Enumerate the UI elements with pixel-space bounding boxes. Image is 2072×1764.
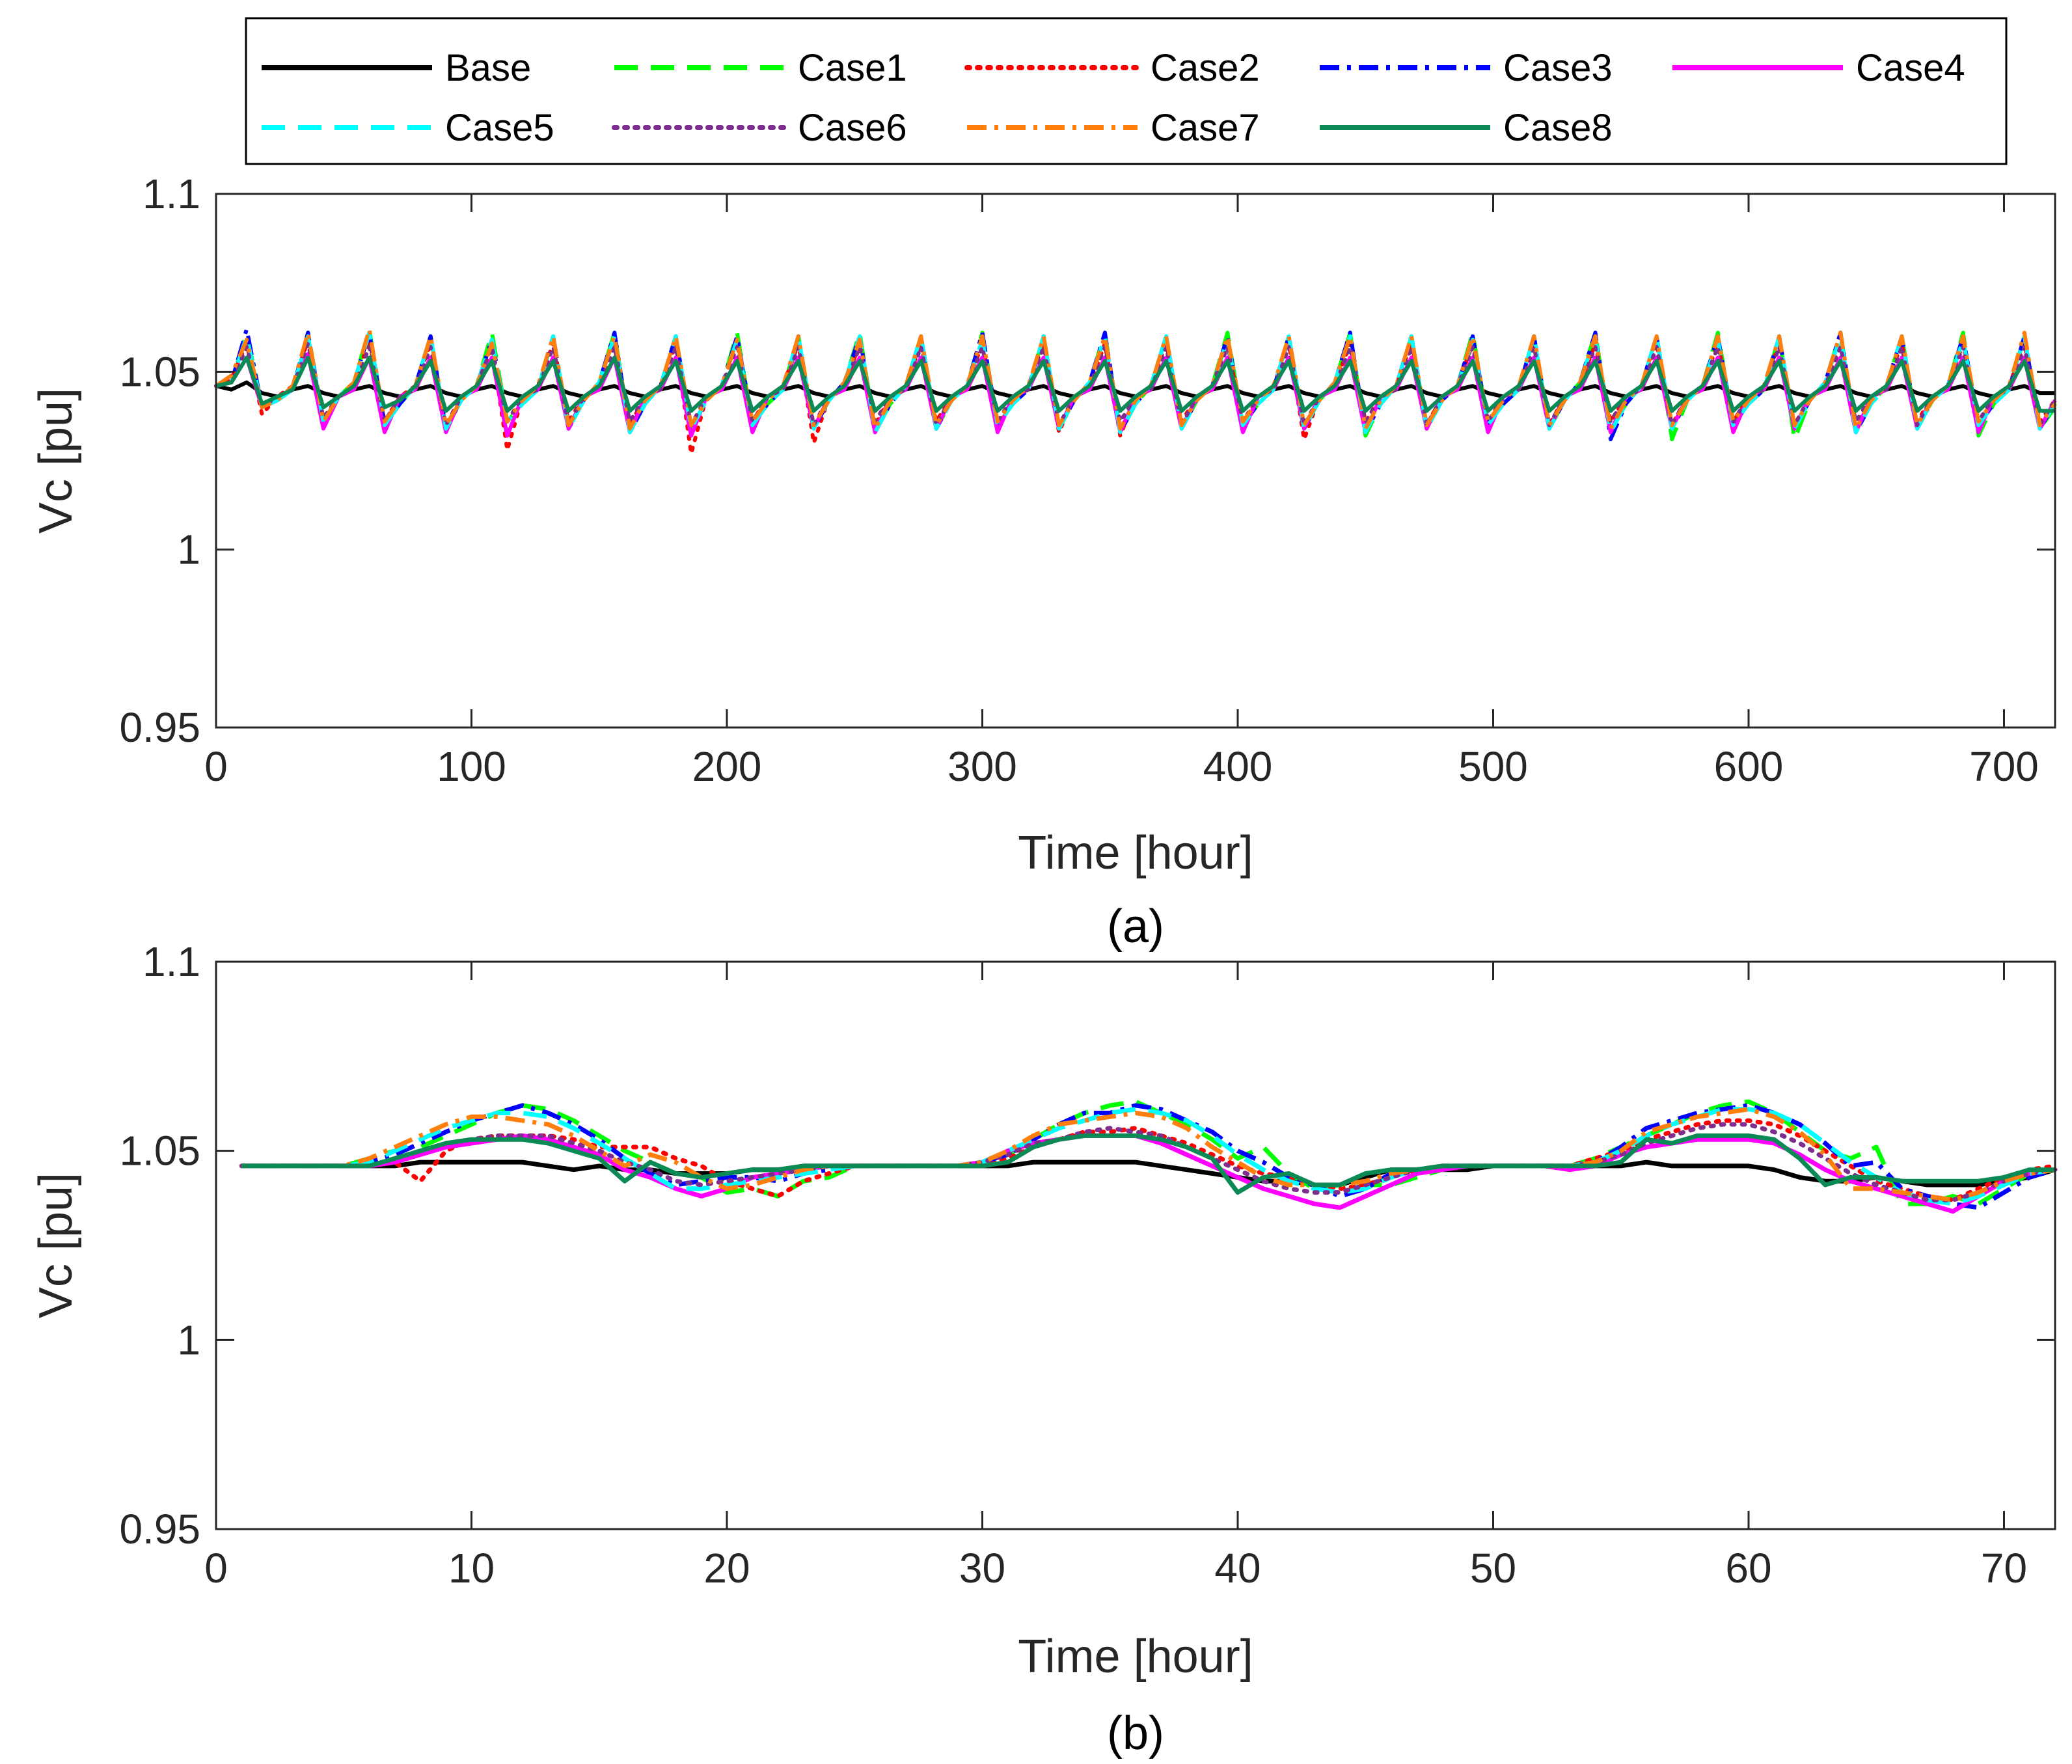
y-tick-label: 1.05	[119, 1128, 200, 1174]
legend-label-base: Base	[445, 47, 531, 89]
legend-box	[245, 17, 2008, 165]
series-line-case3-b	[241, 1103, 2056, 1210]
x-axis-label-a: Time [hour]	[1018, 827, 1253, 879]
panel-label-a: (a)	[1107, 901, 1164, 953]
x-tick-label: 0	[204, 1545, 228, 1592]
plot-area-a	[216, 194, 2055, 727]
ticks-a: 0 100 200 300 400 500 600 700 0.95 1 1.05 1.1	[119, 170, 2055, 790]
x-axis-label-b: Time [hour]	[1018, 1631, 1253, 1683]
y-axis-label-b: Vc [pu]	[30, 1173, 82, 1318]
y-tick-label: 1	[177, 526, 200, 573]
x-tick-label: 300	[947, 743, 1017, 790]
x-tick-label: 50	[1470, 1545, 1516, 1592]
series-group-b	[239, 1099, 2058, 1214]
x-tick-label: 40	[1214, 1545, 1261, 1592]
y-axis-label-a: Vc [pu]	[30, 388, 82, 534]
x-tick-label: 200	[692, 743, 762, 790]
x-tick-label: 70	[1981, 1545, 2027, 1592]
legend-label-case8: Case8	[1503, 107, 1613, 149]
legend: Base Case1 Case2 Case3 Case4 Case5 Case6 Case7 C…	[245, 17, 2008, 165]
legend-label-case2: Case2	[1151, 47, 1260, 89]
x-tick-label: 100	[437, 743, 506, 790]
series-line-case7-a	[215, 327, 2057, 431]
panel-label-b: (b)	[1107, 1707, 1164, 1759]
legend-label-case6: Case6	[798, 107, 907, 149]
y-tick-label: 1	[177, 1316, 200, 1363]
x-tick-label: 60	[1725, 1545, 1771, 1592]
ticks-b: 0 10 20 30 40 50 60 70 0.95 1 1.05 1.1	[119, 938, 2055, 1592]
x-tick-label: 20	[703, 1545, 750, 1592]
legend-label-case3: Case3	[1503, 47, 1613, 89]
series-line-base-b	[241, 1160, 2056, 1187]
chart-panel-a: 0 100 200 300 400 500 600 700 0.95 1 1.05 1.1 Time …	[30, 170, 2057, 953]
y-tick-label: 0.95	[119, 1506, 200, 1553]
series-group-a	[214, 327, 2057, 456]
x-tick-label: 700	[1969, 743, 2039, 790]
series-line-case5-b	[241, 1107, 2056, 1206]
legend-label-case4: Case4	[1856, 47, 1965, 89]
series-line-case8-a	[215, 355, 2055, 413]
series-line-case7-b	[241, 1107, 2056, 1202]
x-tick-label: 500	[1458, 743, 1528, 790]
y-tick-label: 1.1	[143, 938, 200, 985]
y-tick-label: 1.1	[143, 170, 200, 217]
x-tick-label: 10	[448, 1545, 495, 1592]
plot-area-b	[216, 962, 2055, 1529]
series-line-case8-b	[241, 1133, 2055, 1195]
x-tick-label: 0	[204, 743, 228, 790]
legend-label-case5: Case5	[445, 107, 554, 149]
x-tick-label: 400	[1203, 743, 1273, 790]
legend-label-case1: Case1	[798, 47, 907, 89]
x-tick-label: 30	[959, 1545, 1005, 1592]
legend-label-case7: Case7	[1151, 107, 1260, 149]
axes-frame-a	[215, 193, 2056, 729]
y-tick-label: 0.95	[119, 704, 200, 751]
axes-frame-b	[215, 960, 2056, 1530]
y-tick-label: 1.05	[119, 348, 200, 395]
series-line-case6-b	[239, 1122, 2058, 1202]
x-tick-label: 600	[1714, 743, 1784, 790]
